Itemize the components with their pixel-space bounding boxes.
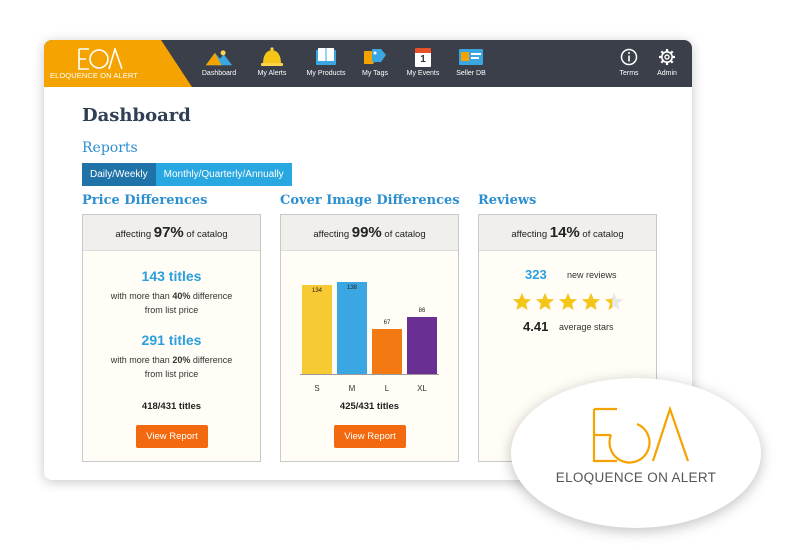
star-rating <box>512 292 627 314</box>
price-differences-title: Price Differences <box>82 193 208 208</box>
bar-value-label: 67 <box>383 320 391 327</box>
new-reviews-label: new reviews <box>567 270 617 280</box>
desc-text: difference <box>192 355 233 365</box>
head-suffix: of catalog <box>186 229 228 240</box>
cover-size-bar-chart: 134 S 138 M 67 L 86 XL <box>281 251 458 393</box>
star-icon <box>559 293 577 310</box>
cover-image-differences-card: affecting 99% of catalog 134 S 138 M 67 L 86 XL… <box>280 214 459 462</box>
brand-logo[interactable]: ELOQUENCE ON ALERT <box>44 40 192 87</box>
desc-text: with more than <box>110 291 170 301</box>
x-tick-label: M <box>348 384 356 393</box>
tab-monthly-quarterly-annually[interactable]: Monthly/Quarterly/Annually <box>155 163 292 186</box>
nav-label: Dashboard <box>201 70 237 77</box>
nav-admin[interactable]: Admin <box>654 40 680 87</box>
tab-daily-weekly[interactable]: Daily/Weekly <box>82 163 156 186</box>
info-icon <box>615 47 643 67</box>
average-stars-label: average stars <box>559 322 614 332</box>
stat-titles-20: 291 titles <box>141 332 202 348</box>
card-header: affecting 14% of catalog <box>479 215 656 251</box>
stat-desc-40: with more than 40% difference from list … <box>83 289 260 317</box>
x-tick-label: S <box>314 384 320 393</box>
nav-seller-db[interactable]: Seller DB <box>454 40 488 87</box>
mountain-icon <box>205 47 233 67</box>
dashboard-content: Dashboard Reports Daily/Weekly Monthly/Q… <box>44 87 692 480</box>
stat-titles-40: 143 titles <box>141 268 202 284</box>
page-title: Dashboard <box>82 105 191 126</box>
price-differences-card: affecting 97% of catalog 143 titles with… <box>82 214 261 462</box>
calendar-icon: 1 <box>409 47 437 67</box>
bar-m <box>337 282 367 374</box>
desc-text: difference <box>192 291 233 301</box>
head-prefix: affecting <box>115 229 152 240</box>
nav-label: My Products <box>306 70 346 77</box>
head-prefix: affecting <box>511 229 548 240</box>
affected-percent: 99% <box>351 224 382 241</box>
head-suffix: of catalog <box>582 229 624 240</box>
affected-percent: 14% <box>549 224 580 241</box>
titles-count: 425/431 titles <box>339 401 400 412</box>
desc-text: from list price <box>144 369 199 379</box>
desc-text: with more than <box>110 355 170 365</box>
desc-text: from list price <box>144 305 199 315</box>
tag-icon <box>361 47 389 67</box>
brand-name: ELOQUENCE ON ALERT <box>50 71 138 80</box>
x-axis-line <box>300 374 439 375</box>
bar-s <box>302 284 332 374</box>
bell-icon <box>258 47 286 67</box>
nav-label: Seller DB <box>456 70 486 77</box>
brand-overlay-badge: ELOQUENCE ON ALERT <box>511 378 761 528</box>
stat-desc-20: with more than 20% difference from list … <box>83 353 260 381</box>
nav-my-tags[interactable]: My Tags <box>360 40 390 87</box>
cover-image-differences-title: Cover Image Differences <box>280 193 460 208</box>
overlay-brand-name: ELOQUENCE ON ALERT <box>555 470 717 485</box>
app-window: ELOQUENCE ON ALERT Dashboard My Alerts M… <box>44 40 692 480</box>
star-icon <box>605 293 623 310</box>
nav-label: My Events <box>406 70 440 77</box>
nav-my-alerts[interactable]: My Alerts <box>253 40 291 87</box>
top-nav-bar: ELOQUENCE ON ALERT Dashboard My Alerts M… <box>44 40 692 87</box>
reviews-title: Reviews <box>478 193 537 208</box>
affected-percent: 97% <box>153 224 184 241</box>
view-report-button[interactable]: View Report <box>334 425 406 448</box>
desc-percent: 40% <box>172 291 191 301</box>
bar-l <box>372 329 402 374</box>
star-icon <box>582 293 600 310</box>
head-suffix: of catalog <box>384 229 426 240</box>
titles-count: 418/431 titles <box>141 401 202 412</box>
nav-label: Terms <box>619 70 639 77</box>
x-tick-label: L <box>384 384 390 393</box>
card-header: affecting 97% of catalog <box>83 215 260 251</box>
bar-value-label: 134 <box>311 287 322 294</box>
gear-icon <box>653 47 681 67</box>
star-icon <box>536 293 554 310</box>
card-header: affecting 99% of catalog <box>281 215 458 251</box>
star-icon <box>513 293 531 310</box>
nav-dashboard[interactable]: Dashboard <box>199 40 239 87</box>
average-stars-value: 4.41 <box>523 319 549 334</box>
head-prefix: affecting <box>313 229 350 240</box>
eoa-logo-mark <box>78 48 123 70</box>
report-period-tabs: Daily/Weekly Monthly/Quarterly/Annually <box>82 163 292 186</box>
calendar-day: 1 <box>420 53 426 65</box>
id-card-icon <box>457 47 485 67</box>
nav-label: My Tags <box>362 70 388 77</box>
nav-label: My Alerts <box>257 70 287 77</box>
nav-my-products[interactable]: My Products <box>302 40 350 87</box>
nav-my-events[interactable]: 1 My Events <box>404 40 442 87</box>
bar-xl <box>407 316 437 374</box>
book-icon <box>312 47 340 67</box>
x-tick-label: XL <box>417 384 427 393</box>
eoa-logo-mark <box>592 406 690 464</box>
nav-label: Admin <box>657 70 677 77</box>
new-reviews-count: 323 <box>525 267 547 282</box>
desc-percent: 20% <box>172 355 191 365</box>
nav-terms[interactable]: Terms <box>616 40 642 87</box>
reports-heading: Reports <box>82 140 138 156</box>
bar-value-label: 86 <box>418 307 426 314</box>
bar-value-label: 138 <box>346 285 357 291</box>
view-report-button[interactable]: View Report <box>136 425 208 448</box>
